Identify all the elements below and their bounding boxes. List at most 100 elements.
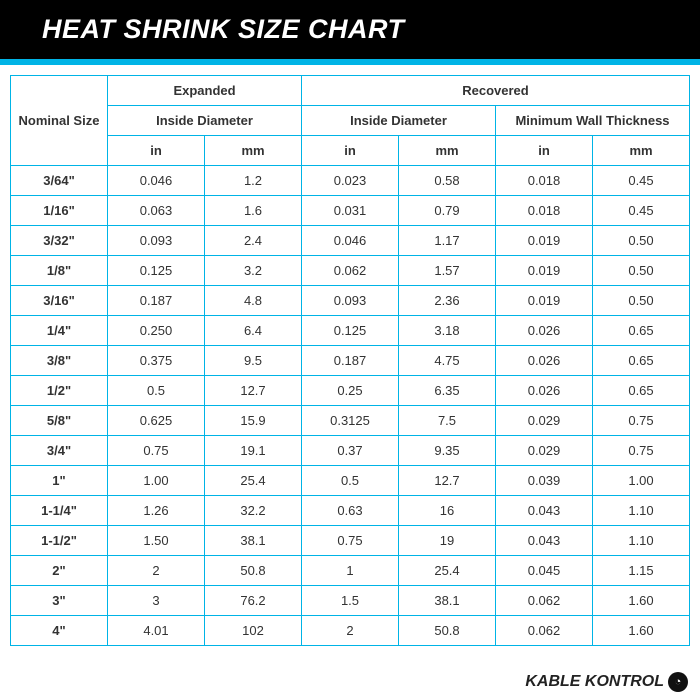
cell-wall_mm: 0.45: [593, 196, 690, 226]
cell-wall_mm: 1.15: [593, 556, 690, 586]
cell-exp_in: 0.375: [108, 346, 205, 376]
cell-exp_mm: 2.4: [205, 226, 302, 256]
cell-rec_in: 0.63: [302, 496, 399, 526]
cell-exp_in: 4.01: [108, 616, 205, 646]
cell-exp_in: 0.250: [108, 316, 205, 346]
unit-mm: mm: [593, 136, 690, 166]
cell-exp_mm: 38.1: [205, 526, 302, 556]
cell-wall_in: 0.019: [496, 286, 593, 316]
cell-wall_mm: 1.00: [593, 466, 690, 496]
cell-wall_in: 0.018: [496, 166, 593, 196]
cell-exp_in: 3: [108, 586, 205, 616]
table-row: 3/16"0.1874.80.0932.360.0190.50: [11, 286, 690, 316]
unit-mm: mm: [399, 136, 496, 166]
col-exp-id: Inside Diameter: [108, 106, 302, 136]
col-min-wall: Minimum Wall Thickness: [496, 106, 690, 136]
cell-rec_mm: 6.35: [399, 376, 496, 406]
table-row: 1/4"0.2506.40.1253.180.0260.65: [11, 316, 690, 346]
cell-wall_in: 0.019: [496, 256, 593, 286]
table-row: 3/32"0.0932.40.0461.170.0190.50: [11, 226, 690, 256]
brand-text: KABLE KONTROL: [525, 673, 664, 691]
cell-size: 3": [11, 586, 108, 616]
cell-rec_in: 1.5: [302, 586, 399, 616]
cell-rec_mm: 9.35: [399, 436, 496, 466]
table-row: 3/8"0.3759.50.1874.750.0260.65: [11, 346, 690, 376]
cell-exp_mm: 19.1: [205, 436, 302, 466]
cell-wall_mm: 1.10: [593, 526, 690, 556]
cell-wall_in: 0.018: [496, 196, 593, 226]
cell-size: 3/4": [11, 436, 108, 466]
cell-wall_in: 0.062: [496, 616, 593, 646]
cell-rec_mm: 19: [399, 526, 496, 556]
cell-size: 1-1/4": [11, 496, 108, 526]
cell-wall_in: 0.026: [496, 346, 593, 376]
cell-rec_mm: 12.7: [399, 466, 496, 496]
cell-rec_mm: 7.5: [399, 406, 496, 436]
cell-size: 3/64": [11, 166, 108, 196]
brand-icon: ◔: [668, 672, 688, 692]
cell-size: 3/8": [11, 346, 108, 376]
cell-exp_in: 0.046: [108, 166, 205, 196]
cell-rec_in: 2: [302, 616, 399, 646]
cell-exp_mm: 76.2: [205, 586, 302, 616]
cell-rec_in: 0.75: [302, 526, 399, 556]
cell-wall_in: 0.039: [496, 466, 593, 496]
cell-wall_in: 0.043: [496, 496, 593, 526]
unit-in: in: [496, 136, 593, 166]
cell-wall_in: 0.045: [496, 556, 593, 586]
cell-exp_in: 0.063: [108, 196, 205, 226]
cell-wall_in: 0.026: [496, 316, 593, 346]
table-row: 3"376.21.538.10.0621.60: [11, 586, 690, 616]
cell-exp_mm: 1.2: [205, 166, 302, 196]
cell-rec_mm: 2.36: [399, 286, 496, 316]
cell-rec_in: 0.062: [302, 256, 399, 286]
table-row: 1"1.0025.40.512.70.0391.00: [11, 466, 690, 496]
unit-in: in: [302, 136, 399, 166]
cell-size: 1/2": [11, 376, 108, 406]
cell-rec_mm: 0.58: [399, 166, 496, 196]
cell-exp_mm: 9.5: [205, 346, 302, 376]
table-row: 1-1/4"1.2632.20.63160.0431.10: [11, 496, 690, 526]
table-row: 3/4"0.7519.10.379.350.0290.75: [11, 436, 690, 466]
cell-size: 3/32": [11, 226, 108, 256]
cell-wall_mm: 1.60: [593, 616, 690, 646]
cell-rec_mm: 50.8: [399, 616, 496, 646]
cell-size: 5/8": [11, 406, 108, 436]
cell-size: 1/4": [11, 316, 108, 346]
cell-exp_mm: 32.2: [205, 496, 302, 526]
cell-wall_mm: 0.45: [593, 166, 690, 196]
cell-size: 4": [11, 616, 108, 646]
cell-exp_mm: 3.2: [205, 256, 302, 286]
col-rec-id: Inside Diameter: [302, 106, 496, 136]
cell-exp_mm: 25.4: [205, 466, 302, 496]
cell-exp_in: 0.625: [108, 406, 205, 436]
cell-wall_in: 0.062: [496, 586, 593, 616]
cell-size: 2": [11, 556, 108, 586]
cell-rec_in: 1: [302, 556, 399, 586]
col-expanded: Expanded: [108, 76, 302, 106]
cell-exp_in: 0.187: [108, 286, 205, 316]
cell-size: 1": [11, 466, 108, 496]
cell-exp_in: 0.125: [108, 256, 205, 286]
col-recovered: Recovered: [302, 76, 690, 106]
cell-wall_mm: 0.50: [593, 286, 690, 316]
cell-wall_mm: 0.75: [593, 406, 690, 436]
cell-rec_mm: 3.18: [399, 316, 496, 346]
table-row: 5/8"0.62515.90.31257.50.0290.75: [11, 406, 690, 436]
cell-size: 1/8": [11, 256, 108, 286]
cell-rec_mm: 1.17: [399, 226, 496, 256]
cell-rec_mm: 25.4: [399, 556, 496, 586]
cell-size: 3/16": [11, 286, 108, 316]
table-row: 2"250.8125.40.0451.15: [11, 556, 690, 586]
cell-rec_in: 0.3125: [302, 406, 399, 436]
cell-rec_in: 0.031: [302, 196, 399, 226]
cell-exp_mm: 102: [205, 616, 302, 646]
cell-exp_mm: 50.8: [205, 556, 302, 586]
unit-in: in: [108, 136, 205, 166]
cell-exp_mm: 15.9: [205, 406, 302, 436]
table-row: 3/64"0.0461.20.0230.580.0180.45: [11, 166, 690, 196]
cell-rec_in: 0.023: [302, 166, 399, 196]
cell-rec_in: 0.046: [302, 226, 399, 256]
cell-rec_mm: 16: [399, 496, 496, 526]
cell-wall_mm: 0.75: [593, 436, 690, 466]
